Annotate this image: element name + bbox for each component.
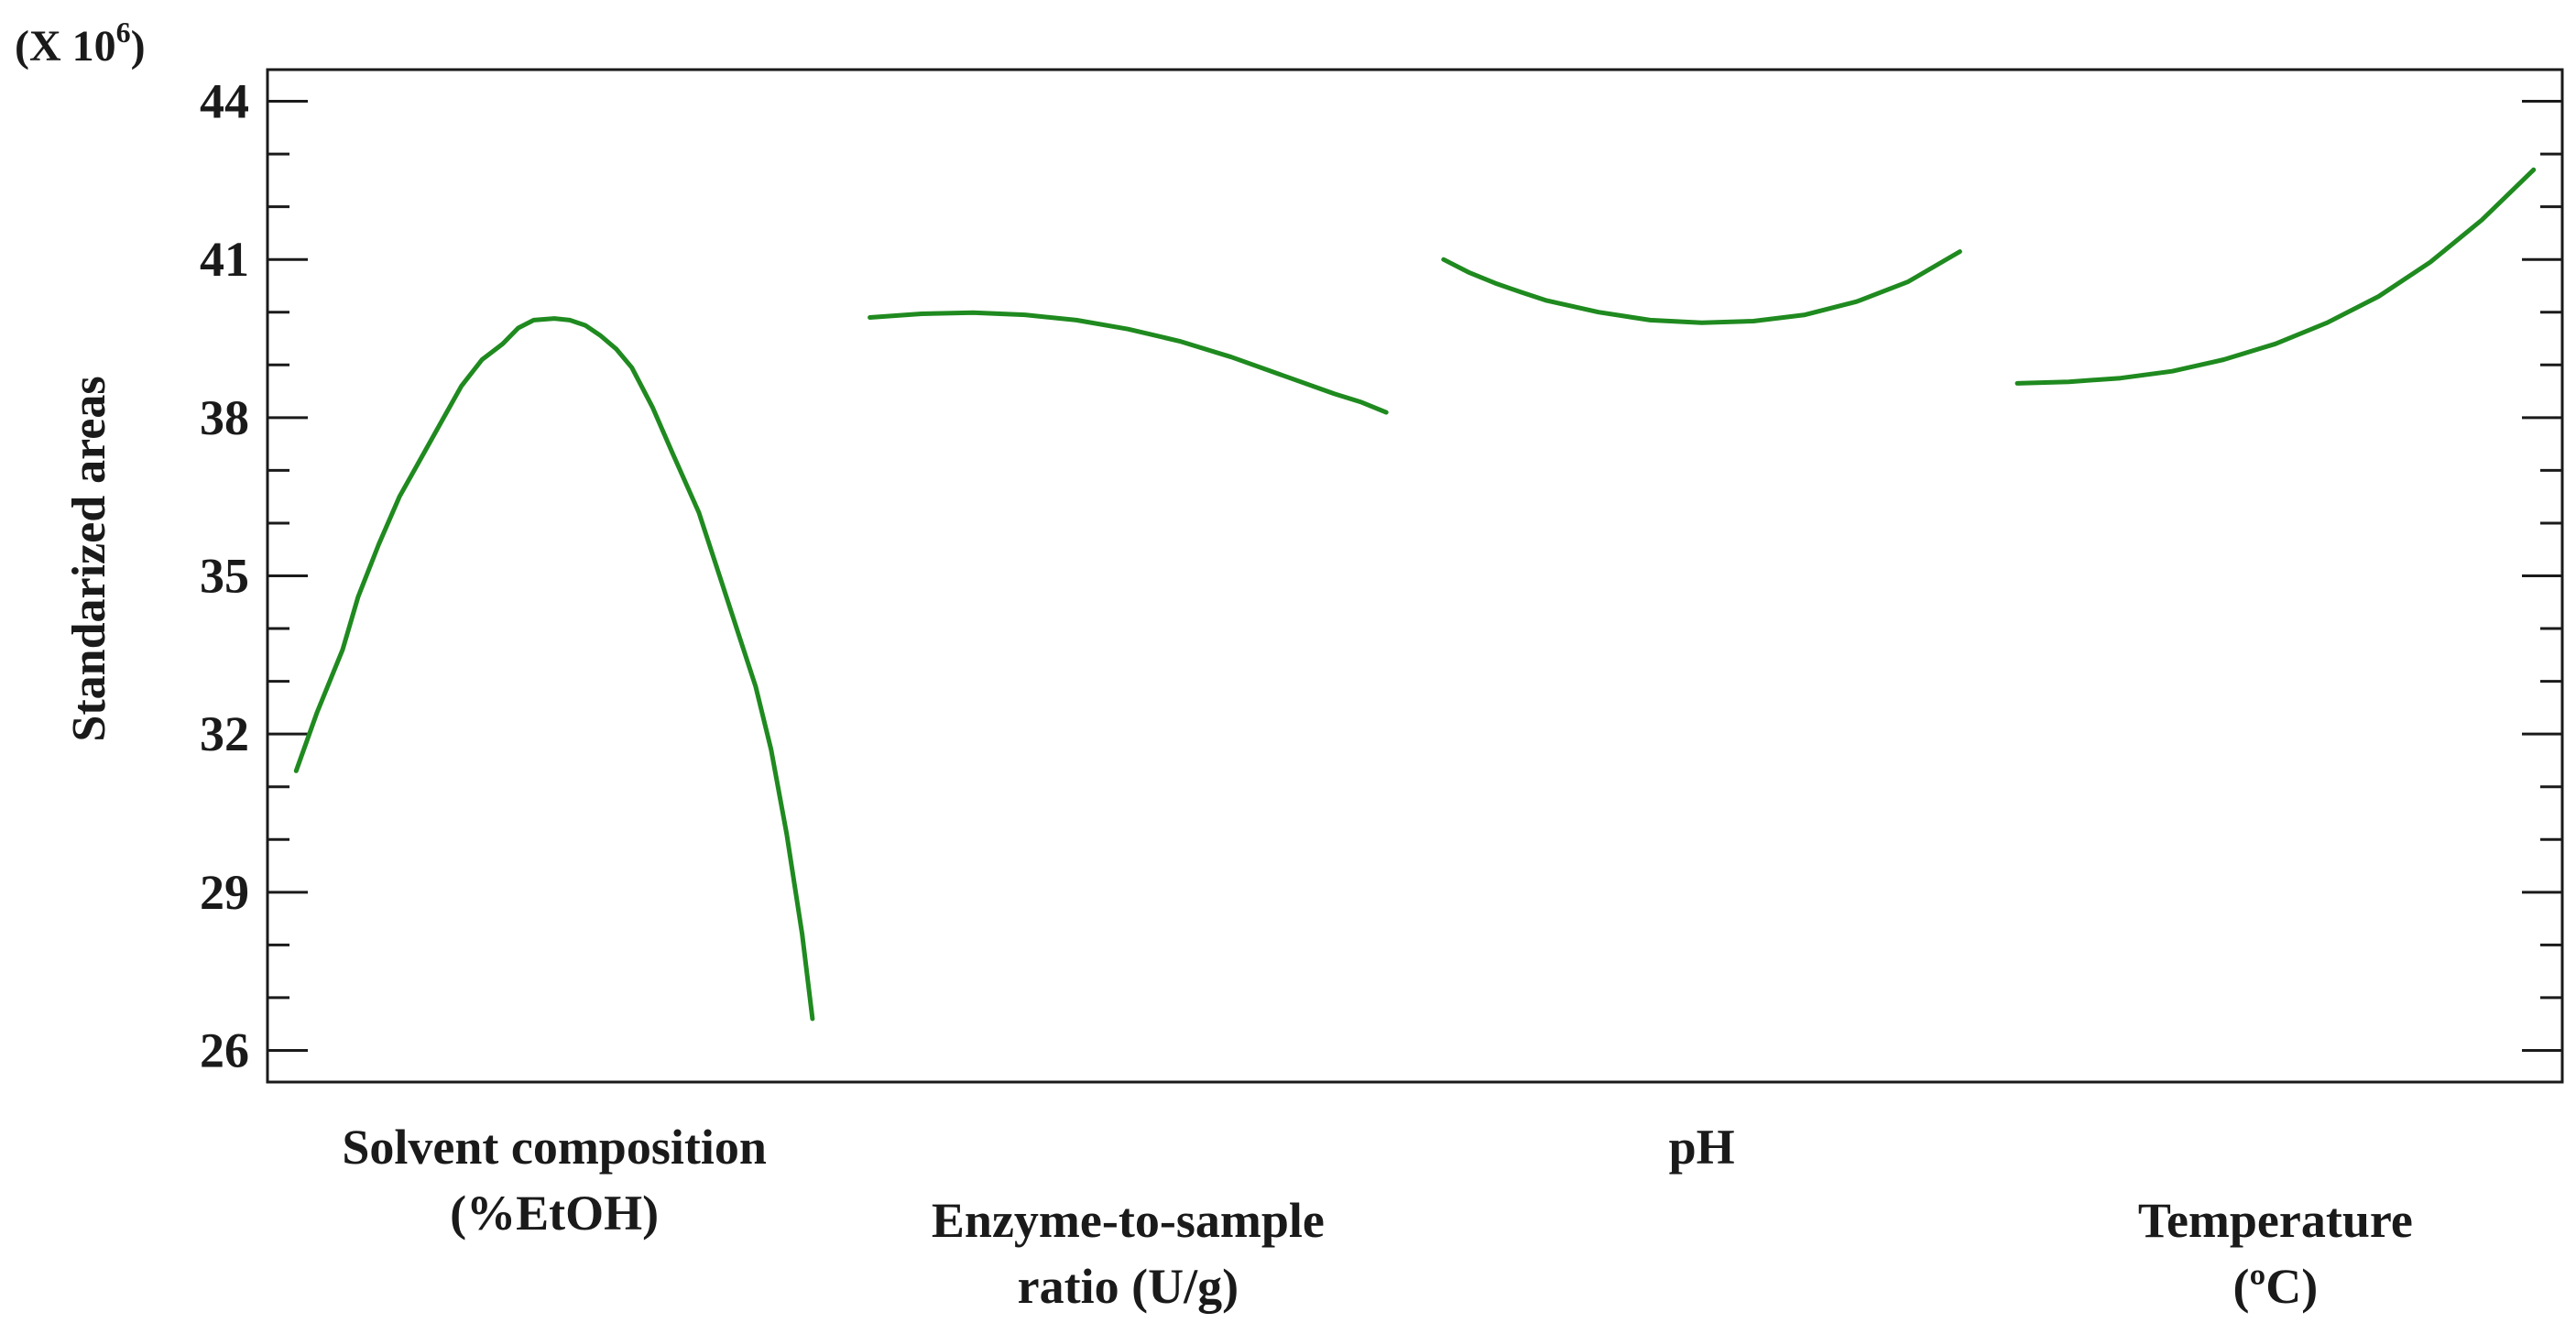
y-tick-label: 32 <box>200 706 249 761</box>
factor-curves <box>293 167 2537 1022</box>
curve-temperature <box>2014 167 2537 386</box>
factor-label-temperature: (ºC) <box>2232 1259 2318 1314</box>
curve-solvent <box>293 316 815 1022</box>
y-tick-label: 35 <box>200 549 249 604</box>
factor-label-enzyme: Enzyme-to-sample <box>932 1193 1325 1248</box>
y-tick-label: 26 <box>200 1022 249 1077</box>
factor-label-solvent: Solvent composition <box>342 1120 767 1175</box>
plot-frame <box>266 68 2564 1084</box>
curve-ph <box>1441 249 1962 325</box>
factor-label-solvent: (%EtOH) <box>450 1186 659 1241</box>
factor-labels: Solvent composition (%EtOH) Enzyme-to-samp… <box>342 1120 2413 1314</box>
factor-label-ph: pH <box>1669 1120 1735 1175</box>
y-tick-label: 29 <box>200 865 249 920</box>
y-axis-ticks: 26 29 32 35 38 41 44 <box>200 74 2562 1077</box>
y-axis-multiplier: (X 106) <box>15 16 146 71</box>
curve-enzyme <box>868 310 1389 415</box>
factor-label-enzyme: ratio (U/g) <box>1018 1259 1239 1314</box>
factor-label-temperature: Temperature <box>2138 1193 2413 1248</box>
y-axis-label: Standarized areas <box>63 376 115 741</box>
y-tick-label: 41 <box>200 232 249 287</box>
y-tick-label: 44 <box>200 74 249 129</box>
y-tick-label: 38 <box>200 390 249 445</box>
